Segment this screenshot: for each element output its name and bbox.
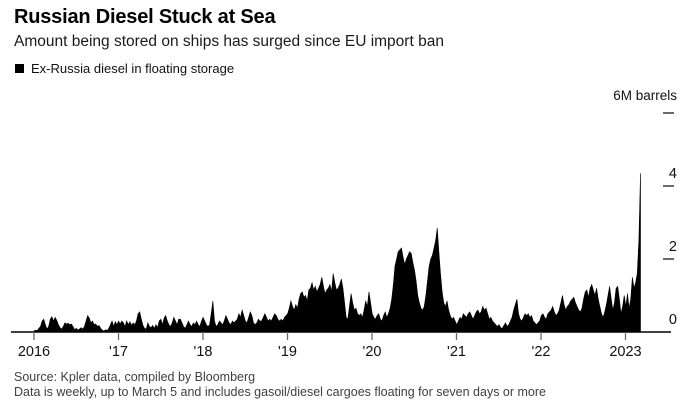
legend-swatch-icon xyxy=(15,64,24,73)
footer: Source: Kpler data, compiled by Bloomber… xyxy=(14,370,684,400)
x-axis-tick-label: '17 xyxy=(109,344,128,360)
legend-label: Ex-Russia diesel in floating storage xyxy=(31,61,235,76)
x-axis-tick-label: 2023 xyxy=(609,344,641,360)
note-line: Data is weekly, up to March 5 and includ… xyxy=(14,385,546,399)
legend: Ex-Russia diesel in floating storage xyxy=(15,61,234,76)
x-axis-tick-label: '20 xyxy=(363,344,382,360)
chart-subtitle: Amount being stored on ships has surged … xyxy=(14,33,444,50)
x-axis-tick-label: '18 xyxy=(194,344,213,360)
chart-title: Russian Diesel Stuck at Sea xyxy=(14,6,276,28)
x-axis-tick-label: '22 xyxy=(532,344,551,360)
y-axis-tick-label: 2 xyxy=(669,239,677,255)
source-line: Source: Kpler data, compiled by Bloomber… xyxy=(14,370,256,384)
diesel-floating-storage-area xyxy=(33,173,641,333)
y-axis-unit-label: 6M barrels xyxy=(613,88,677,103)
x-axis-tick-label: '21 xyxy=(447,344,466,360)
x-axis-tick-label: 2016 xyxy=(18,344,50,360)
y-axis-tick-label: 0 xyxy=(669,312,677,328)
y-axis-tick-label: 4 xyxy=(669,166,677,182)
x-axis-tick-label: '19 xyxy=(278,344,297,360)
